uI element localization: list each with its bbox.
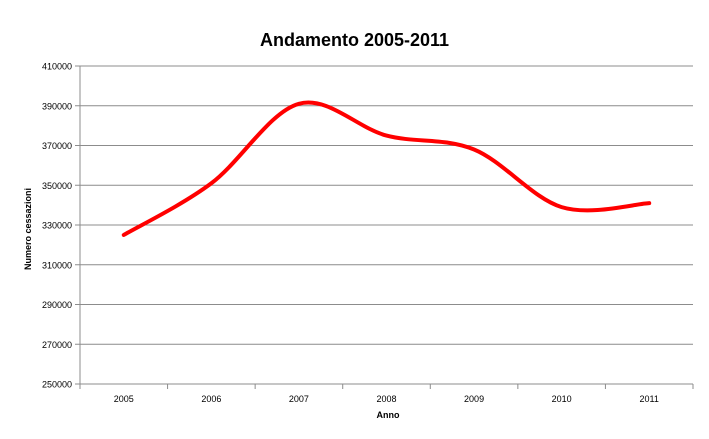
x-tick-label: 2010 xyxy=(552,394,572,404)
y-tick-label: 290000 xyxy=(42,300,72,310)
y-tick-label: 350000 xyxy=(42,181,72,191)
data-point xyxy=(209,181,213,185)
y-tick-labels: 250000 270000 290000 310000 330000 350000 3700… xyxy=(42,62,72,390)
x-tick-label: 2005 xyxy=(114,394,134,404)
y-tick-label: 310000 xyxy=(42,260,72,270)
y-axis-label: Numero cessazioni xyxy=(23,187,33,271)
data-point xyxy=(385,134,389,138)
x-tick-label: 2011 xyxy=(640,394,659,404)
x-tick-label: 2008 xyxy=(376,394,396,404)
data-point xyxy=(560,205,564,209)
data-point xyxy=(647,201,651,205)
x-axis-label: Anno xyxy=(376,410,400,420)
data-point xyxy=(472,147,476,151)
y-tick-label: 390000 xyxy=(42,101,72,111)
x-tick-labels: 2005 2006 2007 2008 2009 2010 2011 xyxy=(114,394,659,404)
series xyxy=(121,100,652,237)
y-tick-label: 330000 xyxy=(42,221,72,231)
x-tick-label: 2009 xyxy=(464,394,484,404)
y-tick-label: 270000 xyxy=(42,340,72,350)
y-tick-label: 370000 xyxy=(42,141,72,151)
x-tick-label: 2007 xyxy=(289,394,309,404)
y-tick-label: 250000 xyxy=(42,380,72,390)
data-point xyxy=(122,233,126,237)
data-point xyxy=(297,102,301,106)
x-tick-label: 2006 xyxy=(201,394,221,404)
chart-title: Andamento 2005-2011 xyxy=(259,30,450,50)
y-tick-label: 410000 xyxy=(42,62,72,72)
gridlines xyxy=(80,65,693,385)
axes xyxy=(75,65,694,389)
series-line xyxy=(121,100,652,237)
